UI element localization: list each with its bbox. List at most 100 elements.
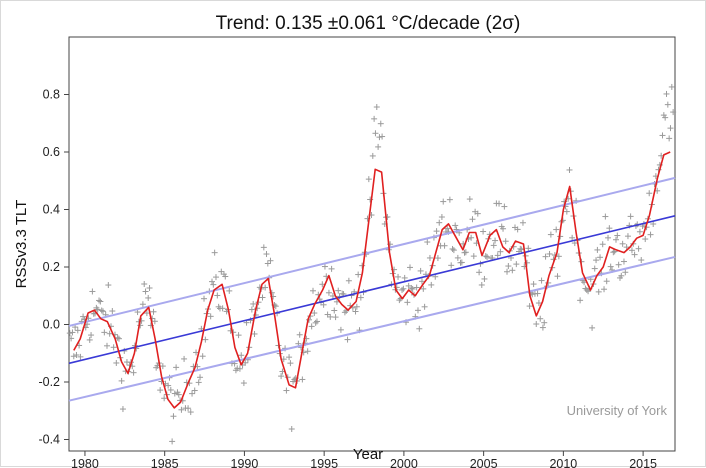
- scatter-point-16: [88, 332, 95, 339]
- scatter-point-361: [546, 250, 553, 257]
- scatter-point-215: [352, 308, 359, 315]
- scatter-point-145: [259, 294, 266, 301]
- chart-title: Trend: 0.135 ±0.061 °C/decade (2σ): [216, 13, 521, 34]
- scatter-point-48: [130, 369, 137, 376]
- scatter-point-36: [114, 334, 121, 341]
- scatter-point-102: [202, 336, 209, 343]
- scatter-point-204: [337, 326, 344, 333]
- scatter-point-151: [267, 257, 274, 264]
- scatter-point-322: [494, 252, 501, 259]
- scatter-point-166: [287, 360, 294, 367]
- scatter-point-131: [240, 380, 247, 387]
- scatter-point-272: [428, 281, 435, 288]
- line-series: [68, 151, 676, 409]
- scatter-point-312: [481, 275, 488, 282]
- scatter-point-185: [312, 319, 319, 326]
- scatter-point-230: [372, 130, 379, 137]
- scatter-point-357: [541, 319, 548, 326]
- scatter-point-146: [260, 244, 267, 251]
- scatter-point-186: [313, 318, 320, 325]
- scatter-point-30: [106, 330, 113, 337]
- scatter-point-402: [601, 286, 608, 293]
- x-axis-label: Year: [353, 446, 383, 463]
- scatter-point-425: [631, 251, 638, 258]
- scatter-point-355: [538, 277, 545, 284]
- scatter-point-448: [662, 114, 669, 121]
- x-tick-label-1990: 1990: [231, 457, 259, 468]
- scatter-point-345: [525, 245, 532, 252]
- scatter-point-330: [505, 263, 512, 270]
- scatter-point-353: [535, 300, 542, 307]
- scatter-point-287: [448, 262, 455, 269]
- scatter-point-117: [222, 273, 229, 280]
- scatter-point-77: [169, 438, 176, 445]
- scatter-point-79: [171, 390, 178, 397]
- scatter-point-344: [523, 259, 530, 266]
- scatter-point-358: [542, 253, 549, 260]
- scatter-point-292: [454, 254, 461, 261]
- scatter-point-401: [599, 241, 606, 248]
- scatter-point-346: [526, 303, 533, 310]
- scatter-point-266: [420, 285, 427, 292]
- scatter-point-406: [606, 225, 613, 232]
- scatter-point-265: [418, 278, 425, 285]
- scatter-point-399: [597, 254, 604, 261]
- scatter-point-1: [68, 335, 75, 342]
- scatter-point-200: [332, 314, 339, 321]
- scatter-point-217: [355, 271, 362, 278]
- x-tick-label-2000: 2000: [390, 457, 418, 468]
- scatter-point-120: [226, 287, 233, 294]
- scatter-point-101: [201, 295, 208, 302]
- scatter-point-6: [74, 327, 81, 334]
- scatter-point-417: [620, 258, 627, 265]
- scatter-point-416: [619, 240, 626, 247]
- scatter-point-288: [449, 245, 456, 252]
- scatter-point-86: [181, 355, 188, 362]
- scatter-point-159: [278, 373, 285, 380]
- scatter-point-263: [416, 325, 423, 332]
- scatter-point-109: [211, 249, 218, 256]
- scatter-point-225: [365, 176, 372, 183]
- scatter-point-368: [555, 253, 562, 260]
- scatter-point-220: [359, 262, 366, 269]
- scatter-point-374: [563, 208, 570, 215]
- scatter-point-404: [603, 278, 610, 285]
- lower-confidence-line: [68, 255, 676, 402]
- y-tick-label-5: 0.6: [43, 145, 60, 159]
- scatter-point-235: [379, 133, 386, 140]
- scatter-point-329: [504, 268, 511, 275]
- scatter-point-319: [490, 242, 497, 249]
- scatter-point-278: [436, 219, 443, 226]
- scatter-point-339: [517, 245, 524, 252]
- y-tick-label-2: 0.0: [43, 318, 60, 332]
- scatter-point-269: [424, 239, 431, 246]
- scatter-point-395: [591, 265, 598, 272]
- scatter-point-234: [377, 120, 384, 127]
- scatter-point-128: [236, 365, 243, 372]
- scatter-point-362: [547, 231, 554, 238]
- scatter-point-290: [452, 222, 459, 229]
- scatter-point-247: [395, 273, 402, 280]
- scatter-point-281: [440, 198, 447, 205]
- scatter-point-328: [502, 238, 509, 245]
- scatter-point-354: [537, 315, 544, 322]
- scatter-point-179: [304, 348, 311, 355]
- scatter-point-97: [195, 379, 202, 386]
- y-tick-label-4: 0.4: [43, 203, 60, 217]
- scatter-point-76: [167, 386, 174, 393]
- scatter-point-352: [534, 290, 541, 297]
- scatter-point-422: [627, 213, 634, 220]
- scatter-point-320: [492, 237, 499, 244]
- y-axis-label: RSSv3.3 TLT: [13, 200, 30, 289]
- scatter-point-108: [210, 281, 217, 288]
- scatter-point-428: [635, 245, 642, 252]
- scatter-point-229: [371, 115, 378, 122]
- scatter-point-2: [69, 329, 76, 336]
- scatter-point-210: [345, 277, 352, 284]
- scatter-point-389: [583, 286, 590, 293]
- scatter-point-311: [480, 228, 487, 235]
- scatter-point-301: [466, 196, 473, 203]
- scatter-point-436: [646, 190, 653, 197]
